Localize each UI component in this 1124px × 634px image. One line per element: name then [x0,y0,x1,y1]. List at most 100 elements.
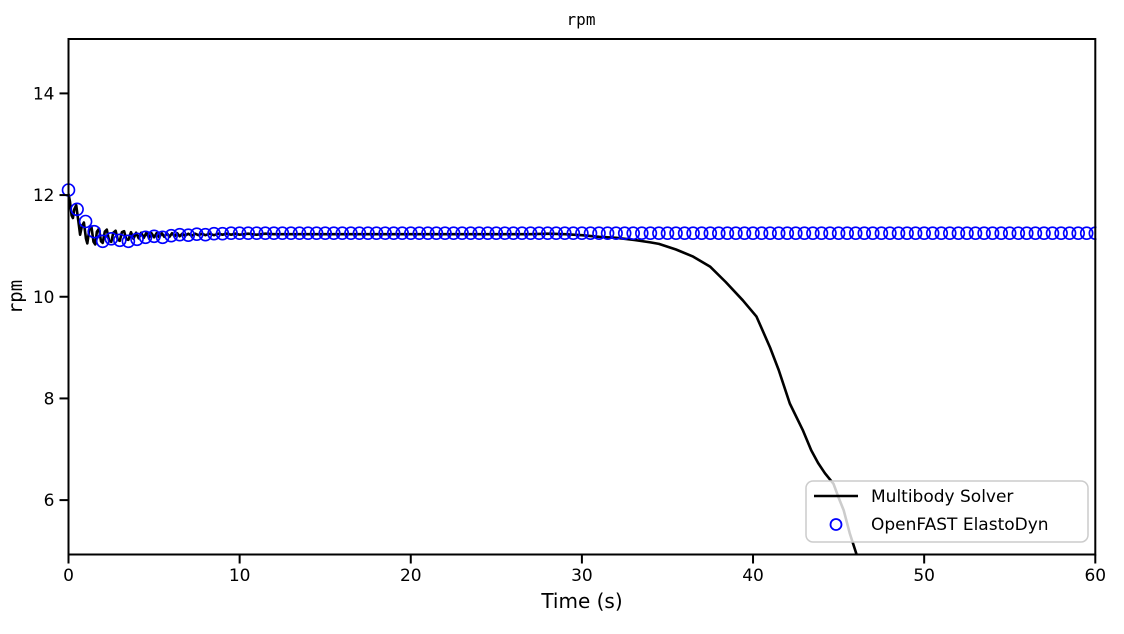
openfast-marker [335,226,350,240]
openfast-marker [181,228,196,242]
openfast-marker [977,226,991,240]
openfast-marker [1054,226,1068,240]
openfast-marker [249,226,264,240]
openfast-marker [669,226,683,240]
openfast-marker [429,226,444,240]
x-tick-label: 30 [571,566,593,586]
x-axis-label: Time (s) [540,589,622,613]
openfast-marker [224,226,238,240]
openfast-marker [301,226,315,240]
openfast-marker [746,226,760,240]
openfast-marker [686,226,700,240]
x-tick-label: 40 [742,566,764,586]
chart-title: rpm [567,10,596,29]
openfast-marker [352,226,367,240]
openfast-marker [515,226,529,240]
openfast-marker [207,226,221,241]
y-axis-label: rpm [5,280,27,314]
openfast-marker [549,226,564,240]
openfast-marker [942,226,957,240]
openfast-marker [823,226,837,240]
openfast-marker [617,226,632,240]
openfast-marker [95,234,110,249]
openfast-marker [703,226,718,240]
axes-box [67,38,1097,556]
openfast-marker [455,226,469,240]
openfast-marker [438,226,452,240]
y-tick-label: 6 [44,491,55,511]
openfast-marker [386,226,401,240]
openfast-marker [275,226,290,240]
openfast-marker [660,226,675,240]
openfast-marker [78,214,93,229]
openfast-marker [951,226,966,240]
openfast-marker [284,226,298,240]
openfast-marker [711,226,726,240]
openfast-marker [652,226,666,240]
openfast-marker [138,230,153,245]
openfast-marker [121,234,136,249]
openfast-marker [215,226,230,241]
openfast-marker [523,226,538,240]
openfast-marker [1020,226,1034,240]
openfast-marker [1045,226,1060,240]
openfast-marker [960,226,974,240]
openfast-marker [729,226,743,240]
openfast-marker [592,226,606,240]
openfast-marker [806,226,820,240]
openfast-marker [968,226,983,240]
openfast-marker [421,226,435,240]
openfast-marker [575,226,589,240]
legend: Multibody Solver OpenFAST ElastoDyn [805,480,1089,543]
openfast-marker [643,226,658,240]
y-tick-label: 12 [33,186,55,206]
openfast-marker [104,232,119,246]
openfast-marker [908,226,923,240]
openfast-marker [865,226,880,240]
openfast-marker [506,226,521,240]
openfast-marker [626,226,641,240]
openfast-marker [532,226,546,240]
openfast-marker [814,226,829,240]
openfast-marker [361,226,375,240]
openfast-marker [1002,226,1017,240]
openfast-marker [925,226,940,240]
openfast-marker [113,233,127,248]
openfast-marker [241,226,255,240]
openfast-marker [720,226,735,240]
openfast-marker [848,226,863,240]
openfast-marker [446,226,461,240]
openfast-marker [155,230,170,245]
openfast-marker [164,228,178,243]
openfast-marker [267,226,281,240]
openfast-marker [292,226,307,240]
openfast-marker [1079,226,1094,240]
openfast-marker [883,226,897,240]
openfast-marker [891,226,906,240]
openfast-marker [1071,226,1085,240]
openfast-marker [780,226,795,240]
openfast-marker [917,226,932,240]
legend-circle-sample [829,518,843,531]
openfast-marker [797,226,812,240]
openfast-marker [130,232,144,247]
openfast-marker [994,226,1009,240]
openfast-marker [754,226,769,240]
openfast-elastodyn-markers [61,183,1097,249]
openfast-marker [737,226,752,240]
openfast-marker [985,226,1000,240]
openfast-marker [857,226,872,240]
openfast-marker [87,224,101,239]
openfast-marker [771,226,786,240]
openfast-marker [583,226,598,240]
openfast-marker [480,226,495,240]
openfast-marker [498,226,512,240]
legend-label-multibody: Multibody Solver [871,487,1013,507]
openfast-marker [318,226,333,240]
openfast-marker [609,226,623,240]
openfast-marker [1037,226,1051,240]
y-axis-ticks: 6 8 10 12 14 [33,84,69,511]
openfast-marker [788,226,803,240]
